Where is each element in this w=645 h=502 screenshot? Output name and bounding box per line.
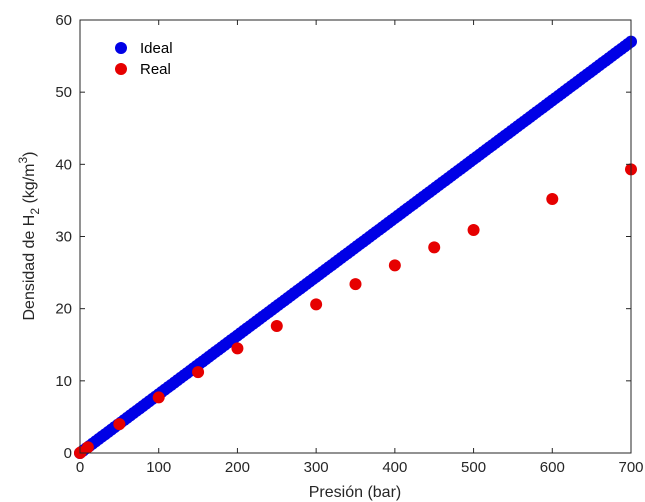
legend-ideal-label: Ideal xyxy=(140,40,173,57)
x-tick-label: 700 xyxy=(618,459,643,476)
real-point xyxy=(349,278,362,291)
y-tick-label: 0 xyxy=(64,445,72,462)
real-point xyxy=(428,241,441,254)
y-tick-label: 10 xyxy=(55,373,72,390)
x-tick-label: 100 xyxy=(146,459,171,476)
legend-ideal-marker xyxy=(115,42,127,54)
y-axis-label-unit: (kg/m xyxy=(21,164,38,208)
y-tick-label: 50 xyxy=(55,84,72,101)
real-point xyxy=(192,366,205,379)
x-tick-label: 400 xyxy=(382,459,407,476)
y-axis-label-main: Densidad de H xyxy=(21,215,38,321)
real-point xyxy=(467,224,480,237)
real-point xyxy=(152,391,165,404)
x-tick-label: 300 xyxy=(304,459,329,476)
real-point xyxy=(388,259,401,272)
plot-marks xyxy=(74,35,637,459)
x-tick-label: 0 xyxy=(76,459,84,476)
y-tick-label: 20 xyxy=(55,301,72,318)
y-axis-label: Densidad de H2 (kg/m3) xyxy=(16,152,42,321)
y-tick-label: 60 xyxy=(55,12,72,29)
y-tick-label: 40 xyxy=(55,156,72,173)
legend: Ideal Real xyxy=(115,40,173,78)
axis-ticks: 0 100 200 300 400 500 600 700 0 10 20 30 40 50 60 xyxy=(55,12,643,476)
real-point xyxy=(270,319,283,332)
real-point xyxy=(81,441,94,454)
legend-real-marker xyxy=(115,63,127,75)
legend-real-label: Real xyxy=(140,61,171,78)
real-point xyxy=(310,298,323,311)
x-tick-label: 500 xyxy=(461,459,486,476)
y-tick-label: 30 xyxy=(55,229,72,246)
real-point xyxy=(113,418,126,431)
x-tick-label: 200 xyxy=(225,459,250,476)
x-tick-label: 600 xyxy=(540,459,565,476)
y-axis-label-superscript: 3 xyxy=(16,157,30,164)
y-axis-label-subscript: 2 xyxy=(28,208,42,215)
y-axis-label-close: ) xyxy=(21,152,38,157)
real-point xyxy=(231,342,244,355)
x-axis-label: Presión (bar) xyxy=(309,484,401,501)
real-point xyxy=(546,192,559,205)
